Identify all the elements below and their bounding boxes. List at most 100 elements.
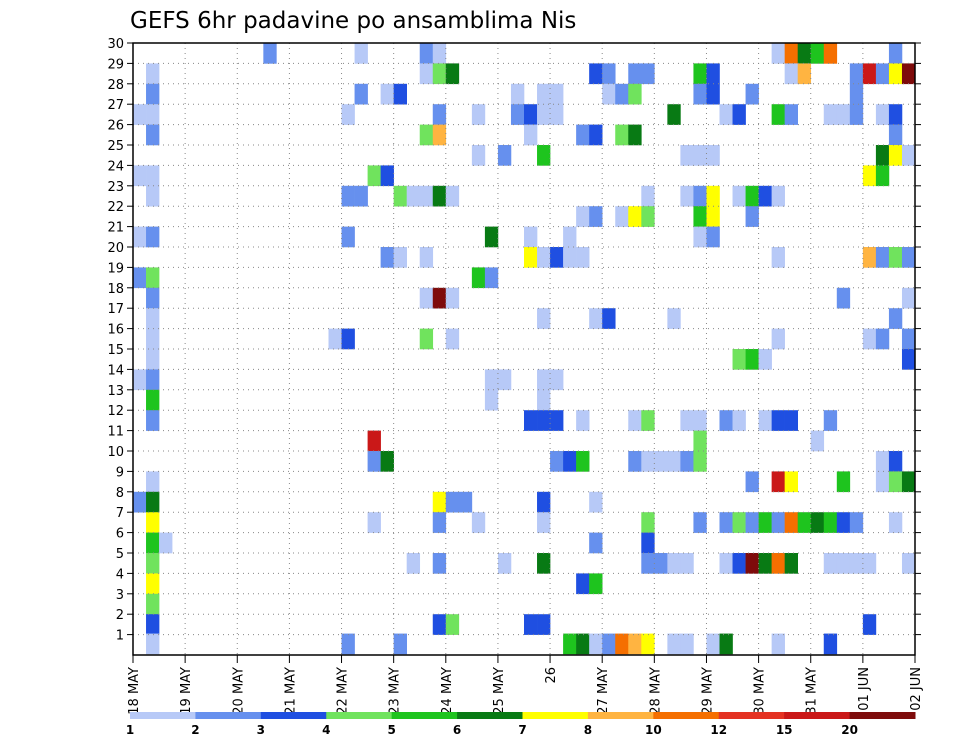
heatmap-cell xyxy=(432,63,447,85)
heatmap-cell xyxy=(471,145,486,166)
heatmap-cell xyxy=(602,633,616,655)
heatmap-cell xyxy=(419,185,434,207)
heatmap-cell xyxy=(706,185,720,207)
y-tick-label: 6 xyxy=(116,527,124,542)
heatmap-cell xyxy=(758,349,772,370)
heatmap-cell xyxy=(380,165,394,187)
heatmap-cell xyxy=(537,308,551,329)
heatmap-cell xyxy=(641,451,655,472)
heatmap-cell xyxy=(862,165,877,187)
heatmap-cell xyxy=(146,308,160,329)
heatmap-cell xyxy=(589,532,603,554)
heatmap-cell xyxy=(484,267,499,289)
heatmap-cell xyxy=(901,553,916,574)
heatmap-cell xyxy=(784,104,798,125)
heatmap-cell xyxy=(445,614,460,635)
heatmap-cell xyxy=(836,471,851,493)
heatmap-cell xyxy=(745,512,759,533)
heatmap-cell xyxy=(875,451,890,472)
heatmap-cell xyxy=(406,553,421,574)
heatmap-cell xyxy=(550,410,564,431)
heatmap-cell xyxy=(146,267,160,289)
heatmap-cell xyxy=(146,633,160,655)
heatmap-cell xyxy=(432,553,447,574)
heatmap-cell xyxy=(680,145,694,166)
heatmap-cell xyxy=(432,185,447,207)
heatmap-cell xyxy=(771,553,785,574)
heatmap-cell xyxy=(380,83,394,105)
heatmap-cell xyxy=(641,63,655,85)
heatmap-cell xyxy=(537,247,551,268)
heatmap-cell xyxy=(628,63,642,85)
heatmap-cell xyxy=(758,512,772,533)
heatmap-cell xyxy=(615,206,629,227)
heatmap-cell xyxy=(706,145,720,166)
heatmap-cell xyxy=(771,104,785,125)
y-axis-ticks: 1234567891011121314151617181920212223242… xyxy=(107,37,921,644)
heatmap-cell xyxy=(758,553,772,574)
y-tick-label: 19 xyxy=(107,261,124,276)
heatmap-cell xyxy=(745,185,759,207)
heatmap-cell xyxy=(146,165,160,187)
heatmap-cell xyxy=(497,369,512,391)
heatmap-cell xyxy=(550,369,564,391)
heatmap-cell xyxy=(537,553,551,574)
heatmap-cell xyxy=(758,185,772,207)
heatmap-cell xyxy=(524,104,538,125)
heatmap-cell xyxy=(901,247,916,268)
heatmap-cell xyxy=(432,491,447,513)
heatmap-cell xyxy=(862,63,877,85)
heatmap-cell xyxy=(419,328,434,350)
heatmap-cell xyxy=(432,124,447,146)
heatmap-cell xyxy=(537,145,551,166)
heatmap-cell xyxy=(524,247,538,268)
colorbar-label: 12 xyxy=(710,723,727,737)
heatmap-cell xyxy=(146,491,160,513)
heatmap-cell xyxy=(550,247,564,268)
heatmap-cell xyxy=(797,43,812,64)
heatmap-cell xyxy=(771,185,785,207)
colorbar-label: 3 xyxy=(257,723,265,737)
heatmap-cell xyxy=(888,308,903,329)
heatmap-cell xyxy=(576,451,590,472)
heatmap-cell xyxy=(524,226,538,248)
heatmap-cell xyxy=(589,124,603,146)
x-tick-label: 31 MAY xyxy=(805,667,820,715)
heatmap-cell xyxy=(901,287,916,309)
heatmap-cell xyxy=(354,43,368,64)
colorbar-segment xyxy=(849,712,916,719)
heatmap-cell xyxy=(419,63,434,85)
heatmap-cell xyxy=(146,410,160,431)
heatmap-cell xyxy=(445,63,460,85)
heatmap-cell xyxy=(432,614,447,635)
heatmap-cell xyxy=(823,633,838,655)
heatmap-cell xyxy=(484,389,499,411)
colorbar-segment xyxy=(326,712,393,719)
heatmap-cell xyxy=(589,633,603,655)
colorbar-label: 20 xyxy=(841,723,858,737)
heatmap-cell xyxy=(888,451,903,472)
heatmap-cell xyxy=(771,471,785,493)
heatmap-cell xyxy=(524,410,538,431)
heatmap-cell xyxy=(732,553,746,574)
heatmap-cell xyxy=(146,512,160,533)
heatmap-cell xyxy=(615,83,629,105)
heatmap-cell xyxy=(589,63,603,85)
heatmap-cell xyxy=(771,328,785,350)
heatmap-cell xyxy=(524,124,538,146)
heatmap-cell xyxy=(745,83,759,105)
heatmap-cell xyxy=(888,43,903,64)
heatmap-cell xyxy=(432,43,447,64)
y-tick-label: 12 xyxy=(107,404,124,419)
x-tick-label: 24 MAY xyxy=(440,667,455,715)
heatmap-cell xyxy=(836,287,851,309)
heatmap-cell xyxy=(537,104,551,125)
heatmap-cell xyxy=(445,287,460,309)
heatmap-cell xyxy=(901,349,916,370)
heatmap-cell xyxy=(615,124,629,146)
colorbar-segment xyxy=(260,712,327,719)
heatmap-cell xyxy=(667,104,681,125)
x-axis-ticks: 18 MAY 19 MAY 20 MAY 21 MAY 22 MAY 23 MAY 24 M… xyxy=(127,655,924,715)
heatmap-cell xyxy=(133,369,147,391)
heatmap-cell xyxy=(901,145,916,166)
